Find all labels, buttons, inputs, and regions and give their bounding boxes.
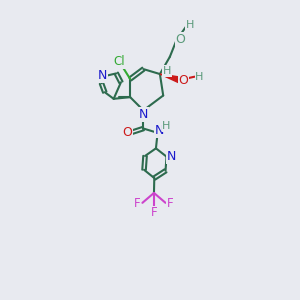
Text: O: O	[176, 33, 185, 46]
Text: H: H	[195, 72, 204, 82]
Text: O: O	[122, 126, 132, 139]
Text: N: N	[98, 69, 107, 82]
Text: N: N	[167, 150, 176, 163]
Text: F: F	[167, 197, 174, 210]
Text: F: F	[151, 206, 157, 219]
Polygon shape	[160, 74, 181, 83]
Text: F: F	[134, 197, 141, 210]
Text: H: H	[162, 121, 171, 131]
Text: N: N	[155, 124, 164, 137]
Text: Cl: Cl	[113, 55, 125, 68]
Text: H: H	[163, 66, 171, 76]
Text: O: O	[179, 74, 189, 88]
Text: N: N	[139, 108, 148, 121]
Text: H: H	[186, 20, 194, 30]
